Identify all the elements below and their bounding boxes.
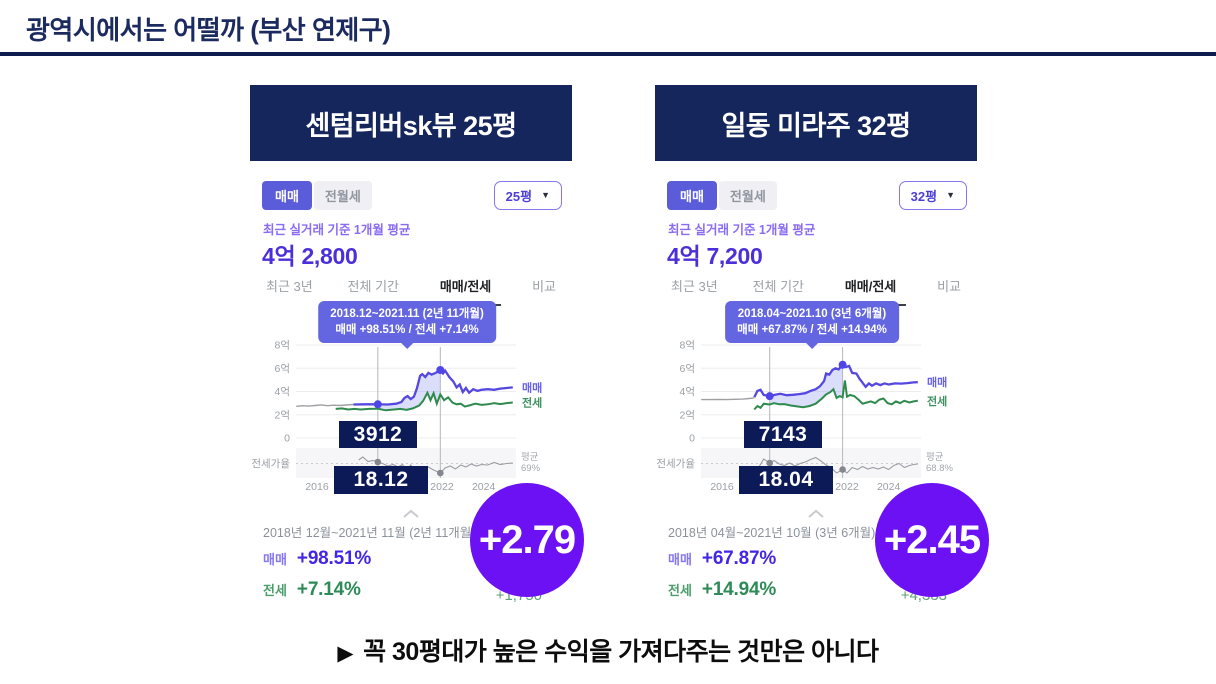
svg-text:0: 0 [689,433,695,445]
svg-text:2016: 2016 [305,481,329,493]
svg-text:6억: 6억 [680,363,696,375]
price-caption: 최근 실거래 기준 1개월 평균 [263,223,411,237]
multiplier-value: +2.79 [478,517,576,562]
card-title-bar: 센텀리버sk뷰 25평 [250,85,572,161]
svg-text:2024: 2024 [877,481,901,493]
card-title: 일동 미라주 32평 [721,110,911,141]
svg-text:전세가율: 전세가율 [656,458,695,470]
svg-text:68.8%: 68.8% [926,463,953,474]
svg-text:2016: 2016 [710,481,734,493]
tab-all-period[interactable]: 전체 기간 [752,279,804,294]
sale-change-row: 매매 +98.51% [263,548,371,570]
chevron-down-icon: ▼ [541,190,550,200]
svg-text:2022: 2022 [835,481,859,493]
area-dropdown-value: 32평 [910,188,938,204]
sale-change-label: 매매 [263,552,287,567]
tooltip-arrow [400,342,414,349]
area-dropdown[interactable]: 25평 ▼ [493,180,562,210]
jeonse-change-row: 전세 +7.14% [263,579,361,601]
rent-toggle-button[interactable]: 전월세 [313,180,372,210]
collapse-chevron-icon[interactable] [807,505,825,523]
conclusion-label: 꼭 30평대가 높은 수익을 가져다주는 것만은 아니다 [363,638,879,666]
sale-toggle-button[interactable]: 매매 [262,180,312,210]
svg-text:전세: 전세 [522,396,542,410]
tooltip-changes: 매매 +67.87% / 전세 +14.94% [737,324,887,336]
sale-change-row: 매매 +67.87% [668,548,776,570]
svg-text:0: 0 [284,433,290,445]
date-annotation-badge: 18.12 [334,466,428,494]
svg-text:전세가율: 전세가율 [251,458,290,470]
average-price: 4억 2,800 [262,243,358,269]
sale-change-value: +67.87% [701,548,777,569]
svg-text:2억: 2억 [680,409,696,421]
rent-toggle-button[interactable]: 전월세 [718,180,777,210]
card-title: 센텀리버sk뷰 25평 [305,110,517,141]
chart-range-tabs: 최근 3년 전체 기간 매매/전세 비교 [667,276,965,306]
sale-toggle-button[interactable]: 매매 [667,180,717,210]
svg-text:평균: 평균 [521,452,539,463]
price-annotation-badge: 7143 [744,421,822,448]
card-title-bar: 일동 미라주 32평 [655,85,977,161]
range-tooltip: 2018.04~2021.10 (3년 6개월) 매매 +67.87% / 전세… [725,301,899,349]
tooltip-changes: 매매 +98.51% / 전세 +7.14% [335,324,479,336]
svg-text:8억: 8억 [275,340,291,352]
svg-text:4억: 4억 [275,386,291,398]
svg-text:2억: 2억 [275,409,291,421]
chevron-down-icon: ▼ [946,190,955,200]
sale-change-value: +98.51% [296,548,372,569]
tab-compare[interactable]: 비교 [937,279,961,294]
property-card-left: 센텀리버sk뷰 25평 매매 전월세 25평 ▼ 최근 실거래 기준 1개월 평… [250,85,584,625]
svg-text:8억: 8억 [680,340,696,352]
area-dropdown[interactable]: 32평 ▼ [898,180,967,210]
tooltip-period: 2018.12~2021.11 (2년 11개월) [330,308,484,320]
title-divider [0,52,1216,56]
svg-text:6억: 6억 [275,363,291,375]
summary-period: 2018년 12월~2021년 11월 (2년 11개월) [263,526,476,540]
summary-period: 2018년 04월~2021년 10월 (3년 6개월) [668,526,876,540]
multiplier-badge: +2.45 [875,483,989,597]
area-dropdown-value: 25평 [505,188,533,204]
jeonse-change-label: 전세 [668,583,692,598]
trade-type-toggle: 매매 전월세 [667,180,777,210]
svg-text:2024: 2024 [472,481,496,493]
bullet-icon: ▶ [337,642,354,665]
date-annotation-badge: 18.04 [739,466,833,494]
jeonse-change-value: +7.14% [296,579,361,600]
tab-compare[interactable]: 비교 [532,279,556,294]
jeonse-change-value: +14.94% [701,579,777,600]
card-controls: 매매 전월세 25평 ▼ [262,180,562,210]
price-caption: 최근 실거래 기준 1개월 평균 [668,223,816,237]
svg-text:매매: 매매 [522,380,542,394]
tab-all-period[interactable]: 전체 기간 [347,279,399,294]
sale-change-label: 매매 [668,552,692,567]
tab-recent-3y[interactable]: 최근 3년 [266,279,313,294]
svg-text:4억: 4억 [680,386,696,398]
multiplier-badge: +2.79 [470,483,584,597]
tab-recent-3y[interactable]: 최근 3년 [671,279,718,294]
conclusion-text: ▶ 꼭 30평대가 높은 수익을 가져다주는 것만은 아니다 [0,632,1216,668]
svg-text:평균: 평균 [926,452,944,463]
price-annotation-badge: 3912 [339,421,417,448]
svg-text:69%: 69% [521,463,541,474]
collapse-chevron-icon[interactable] [402,505,420,523]
svg-text:매매: 매매 [927,375,947,389]
card-controls: 매매 전월세 32평 ▼ [667,180,967,210]
svg-text:전세: 전세 [927,394,947,408]
property-card-right: 일동 미라주 32평 매매 전월세 32평 ▼ 최근 실거래 기준 1개월 평균… [655,85,989,625]
chart-range-tabs: 최근 3년 전체 기간 매매/전세 비교 [262,276,560,306]
average-price: 4억 7,200 [667,243,763,269]
trade-type-toggle: 매매 전월세 [262,180,372,210]
page-title: 광역시에서는 어떨까 (부산 연제구) [26,15,391,45]
jeonse-change-row: 전세 +14.94% [668,579,776,601]
multiplier-value: +2.45 [883,517,981,562]
jeonse-change-label: 전세 [263,583,287,598]
tooltip-arrow [804,342,819,349]
range-tooltip: 2018.12~2021.11 (2년 11개월) 매매 +98.51% / 전… [318,301,496,349]
tooltip-period: 2018.04~2021.10 (3년 6개월) [737,308,887,320]
svg-text:2022: 2022 [430,481,454,493]
